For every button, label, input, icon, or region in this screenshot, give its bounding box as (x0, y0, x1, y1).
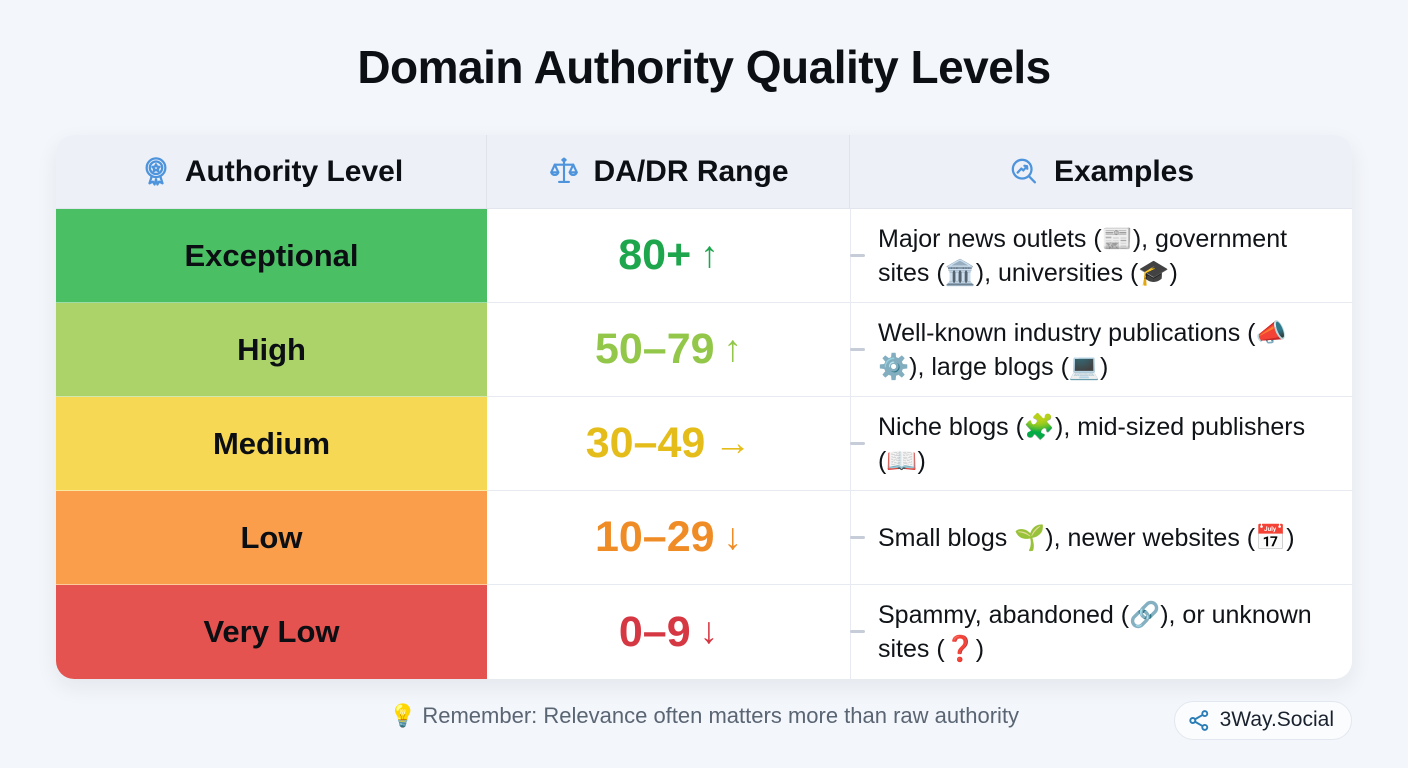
level-label: Low (240, 519, 303, 555)
brand-name: 3Way.Social (1219, 708, 1334, 731)
examples-text: Major news outlets (📰), government sites… (878, 224, 1288, 287)
medal-rosette-icon (139, 155, 173, 189)
level-cell-low: Low (56, 491, 487, 585)
examples-text: Spammy, abandoned (🔗), or unknown sites … (878, 601, 1312, 663)
level-label: High (237, 331, 306, 367)
balance-scale-icon (547, 155, 581, 189)
range-cell-exceptional: 80+ ↑ (487, 209, 850, 303)
range-value: 30–49 (585, 419, 706, 467)
brand-badge[interactable]: 3Way.Social (1173, 701, 1352, 740)
level-label: Exceptional (184, 237, 359, 273)
level-cell-very-low: Very Low (56, 585, 487, 679)
range-value: 80+ (618, 231, 692, 279)
trend-down-icon: ↓ (699, 610, 719, 651)
examples-cell-very-low: Spammy, abandoned (🔗), or unknown sites … (850, 585, 1352, 679)
header-examples: Examples (850, 135, 1352, 209)
range-cell-medium: 30–49 → (487, 397, 850, 491)
examples-text: Well-known industry publications (📣⚙️), … (878, 318, 1287, 381)
lightbulb-icon: 💡 (388, 703, 417, 728)
range-value: 0–9 (618, 607, 691, 656)
examples-cell-low: Small blogs 🌱), newer websites (📅) (850, 491, 1352, 585)
examples-cell-high: Well-known industry publications (📣⚙️), … (850, 303, 1352, 397)
trend-up-icon: ↑ (700, 233, 719, 275)
range-cell-very-low: 0–9 ↓ (487, 585, 850, 679)
examples-text: Small blogs 🌱), newer websites (📅) (878, 523, 1295, 552)
magnifier-chart-icon (1008, 155, 1042, 189)
share-nodes-icon (1188, 709, 1211, 732)
examples-cell-medium: Niche blogs (🧩), mid-sized publishers (📖… (850, 397, 1352, 491)
range-value: 10–29 (594, 513, 715, 561)
header-da-dr-range: DA/DR Range (487, 135, 850, 209)
header-authority-level: Authority Level (56, 135, 487, 209)
level-label: Medium (212, 425, 331, 461)
header-label: Authority Level (184, 154, 404, 188)
trend-down-icon: ↓ (723, 515, 743, 557)
header-label: DA/DR Range (593, 154, 789, 188)
level-cell-high: High (56, 303, 487, 397)
range-value: 50–79 (594, 325, 715, 373)
footer-note: 💡 Remember: Relevance often matters more … (0, 703, 1408, 729)
level-cell-exceptional: Exceptional (56, 209, 487, 303)
header-label: Examples (1053, 154, 1195, 188)
authority-levels-table: Authority Level DA/DR Range (56, 135, 1352, 679)
footer-note-text: Remember: Relevance often matters more t… (422, 703, 1020, 728)
trend-up-icon: ↑ (723, 327, 743, 369)
examples-cell-exceptional: Major news outlets (📰), government sites… (850, 209, 1352, 303)
level-cell-medium: Medium (56, 397, 487, 491)
range-cell-high: 50–79 ↑ (487, 303, 850, 397)
range-cell-low: 10–29 ↓ (487, 491, 850, 585)
level-label: Very Low (203, 614, 340, 649)
trend-flat-icon: → (714, 421, 752, 463)
page-title: Domain Authority Quality Levels (357, 41, 1051, 93)
examples-text: Niche blogs (🧩), mid-sized publishers (📖… (878, 412, 1306, 475)
